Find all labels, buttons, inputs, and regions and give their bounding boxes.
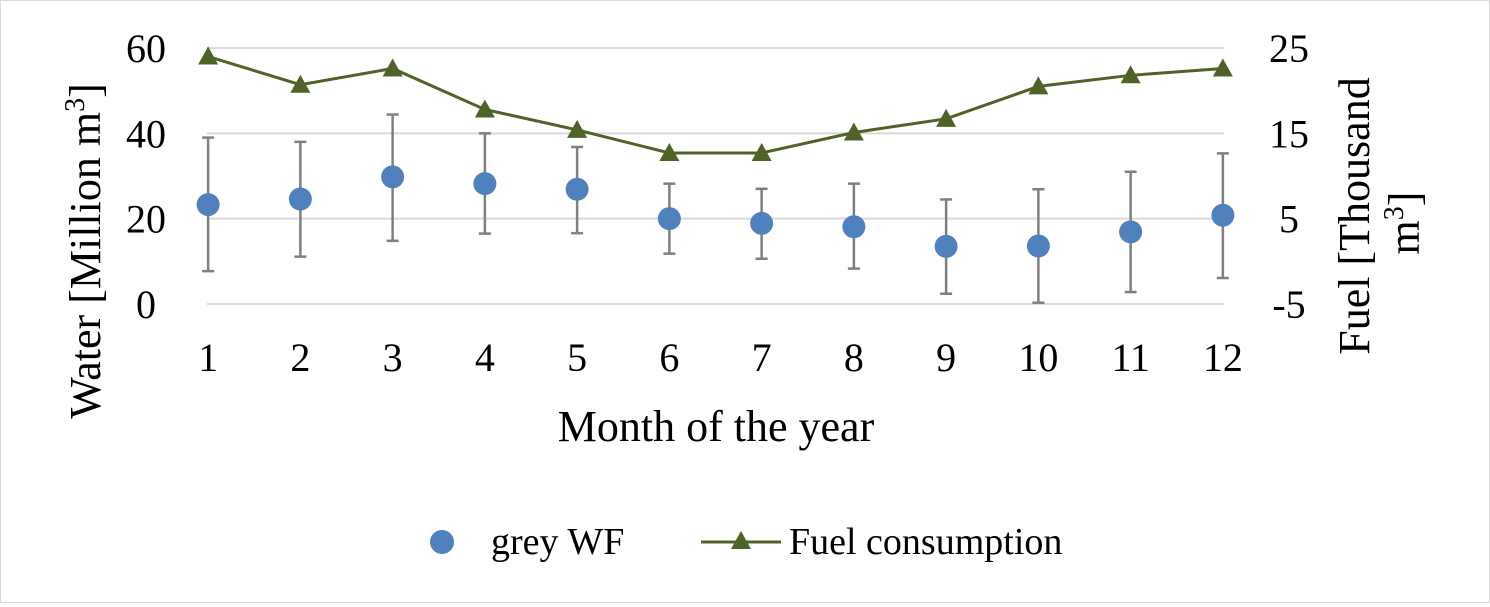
right-axis-title-line1: Fuel [Thousand bbox=[1330, 77, 1379, 354]
x-tick-label: 4 bbox=[475, 335, 495, 380]
left-tick-label: 0 bbox=[136, 282, 156, 327]
x-tick-label: 5 bbox=[567, 335, 587, 380]
fuel-point bbox=[290, 74, 311, 93]
legend: grey WF Fuel consumption bbox=[430, 521, 1062, 563]
right-tick-label: -5 bbox=[1272, 282, 1305, 327]
grey-wf-point bbox=[657, 207, 681, 231]
x-tick-label: 12 bbox=[1203, 335, 1243, 380]
grey-wf-point bbox=[565, 177, 589, 201]
grey-wf-point bbox=[473, 172, 497, 196]
right-tick-label: 15 bbox=[1269, 111, 1309, 156]
x-tick-label: 3 bbox=[383, 335, 403, 380]
left-tick-label: 40 bbox=[126, 111, 166, 156]
x-tick-label: 7 bbox=[752, 335, 772, 380]
right-tick-label: 25 bbox=[1269, 26, 1309, 71]
fuel-point bbox=[1120, 65, 1141, 84]
x-axis-ticks: 1 2 3 4 5 6 7 8 9 10 11 12 bbox=[198, 335, 1243, 380]
left-axis-ticks: 0 20 40 60 bbox=[126, 26, 166, 327]
right-axis-title-line2: m3] bbox=[1379, 192, 1429, 255]
grey-wf-point bbox=[381, 165, 405, 189]
grey-wf-point bbox=[1211, 203, 1235, 227]
fuel-point bbox=[1028, 76, 1049, 95]
left-axis-title: Water [Million m3] bbox=[60, 83, 110, 419]
grey-wf-point bbox=[750, 211, 774, 235]
left-tick-label: 60 bbox=[126, 26, 166, 71]
grey-wf-point bbox=[196, 193, 220, 217]
legend-grey-wf-marker bbox=[430, 530, 454, 554]
left-tick-label: 20 bbox=[126, 197, 166, 242]
x-tick-label: 11 bbox=[1111, 335, 1150, 380]
fuel-point bbox=[382, 58, 403, 77]
right-axis-ticks: -5 5 15 25 bbox=[1269, 26, 1309, 327]
grey-wf-point bbox=[1026, 234, 1050, 258]
grey-wf-error-bars bbox=[202, 113, 1229, 304]
grey-wf-point bbox=[1119, 220, 1143, 244]
grey-wf-point bbox=[934, 234, 958, 258]
fuel-point bbox=[843, 122, 864, 141]
right-tick-label: 5 bbox=[1279, 197, 1299, 242]
legend-grey-wf-label: grey WF bbox=[491, 521, 624, 563]
x-tick-label: 6 bbox=[659, 335, 679, 380]
fuel-point bbox=[198, 46, 219, 65]
fuel-consumption-line bbox=[207, 55, 1223, 155]
fuel-point bbox=[1212, 58, 1233, 77]
fuel-consumption-series bbox=[198, 46, 1233, 161]
x-tick-label: 9 bbox=[936, 335, 956, 380]
grey-wf-point bbox=[288, 187, 312, 211]
grey-wf-series bbox=[196, 165, 1235, 258]
fuel-point bbox=[567, 119, 588, 138]
fuel-point bbox=[474, 99, 495, 118]
fuel-point bbox=[936, 108, 957, 127]
x-tick-label: 8 bbox=[844, 335, 864, 380]
legend-fuel-label: Fuel consumption bbox=[789, 521, 1062, 563]
fuel-point bbox=[659, 142, 680, 161]
fuel-point bbox=[751, 142, 772, 161]
gridlines bbox=[207, 47, 1224, 305]
grey-wf-point bbox=[842, 215, 866, 239]
x-tick-label: 2 bbox=[290, 335, 310, 380]
x-axis-title: Month of the year bbox=[558, 402, 875, 451]
legend-fuel-marker bbox=[731, 531, 751, 549]
x-tick-label: 10 bbox=[1018, 335, 1058, 380]
x-tick-label: 1 bbox=[198, 335, 218, 380]
